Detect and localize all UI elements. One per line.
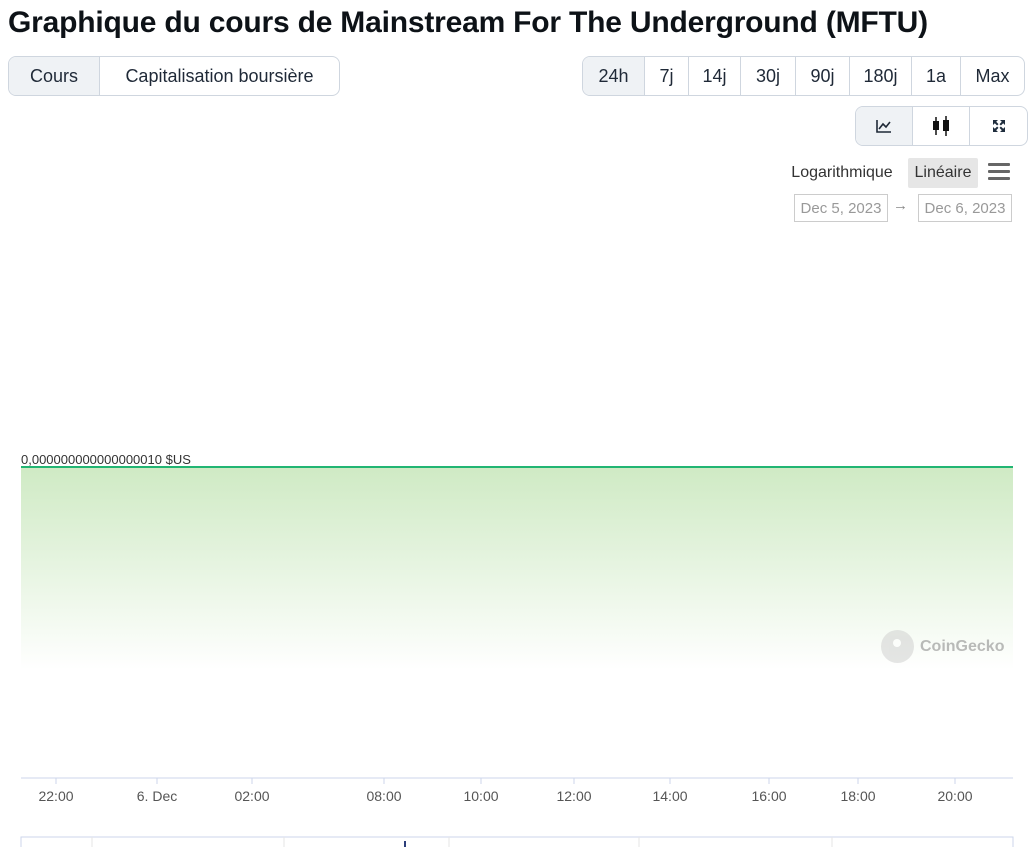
hamburger-icon xyxy=(988,176,1010,180)
x-tick-label: 02:00 xyxy=(234,788,270,804)
hamburger-icon xyxy=(988,169,1010,173)
range-24h-button[interactable]: 24h xyxy=(583,57,645,95)
coingecko-watermark: CoinGecko xyxy=(881,630,1004,663)
expand-icon xyxy=(992,120,1005,132)
price-level-label: 0,000000000000000010 $US xyxy=(21,452,191,467)
time-range-selector: 24h 7j 14j 30j 90j 180j 1a Max xyxy=(582,56,1025,96)
candlestick-icon xyxy=(933,116,949,136)
navigator-strip[interactable] xyxy=(20,836,1014,847)
tab-price[interactable]: Cours xyxy=(9,57,100,95)
x-tick-label: 6. Dec xyxy=(136,788,178,804)
date-to-input[interactable]: Dec 6, 2023 xyxy=(918,194,1012,222)
watermark-text: CoinGecko xyxy=(920,637,1005,655)
chart-mode-tabs: Cours Capitalisation boursière xyxy=(8,56,340,96)
range-30d-button[interactable]: 30j xyxy=(741,57,796,95)
x-tick-label: 18:00 xyxy=(840,788,876,804)
range-14d-button[interactable]: 14j xyxy=(689,57,741,95)
x-tick-label: 22:00 xyxy=(38,788,74,804)
date-range-arrow: → xyxy=(893,197,908,214)
line-chart-icon xyxy=(876,120,891,133)
scale-linear-button[interactable]: Linéaire xyxy=(908,158,978,188)
hamburger-icon xyxy=(988,162,1010,166)
price-area-fill xyxy=(21,467,1013,670)
x-tick-label: 10:00 xyxy=(463,788,499,804)
date-from-input[interactable]: Dec 5, 2023 xyxy=(794,194,888,222)
range-90d-button[interactable]: 90j xyxy=(796,57,850,95)
chart-type-selector xyxy=(855,106,1028,146)
tab-market-cap[interactable]: Capitalisation boursière xyxy=(125,65,314,86)
candlestick-button[interactable] xyxy=(913,107,970,145)
x-tick-label: 16:00 xyxy=(751,788,787,804)
x-tick-label: 14:00 xyxy=(652,788,688,804)
x-tick-label: 20:00 xyxy=(937,788,973,804)
coingecko-logo-icon xyxy=(881,630,914,663)
scale-log-button[interactable]: Logarithmique xyxy=(791,164,893,181)
line-chart-button[interactable] xyxy=(856,107,913,145)
x-tick-label: 08:00 xyxy=(366,788,402,804)
range-max-button[interactable]: Max xyxy=(975,65,1010,86)
x-tick-label: 12:00 xyxy=(556,788,592,804)
fullscreen-button[interactable] xyxy=(970,107,1027,145)
range-7d-button[interactable]: 7j xyxy=(645,57,689,95)
range-1y-button[interactable]: 1a xyxy=(912,57,961,95)
page-title: Graphique du cours de Mainstream For The… xyxy=(8,6,928,39)
range-180d-button[interactable]: 180j xyxy=(850,57,912,95)
chart-menu-button[interactable] xyxy=(985,158,1015,184)
